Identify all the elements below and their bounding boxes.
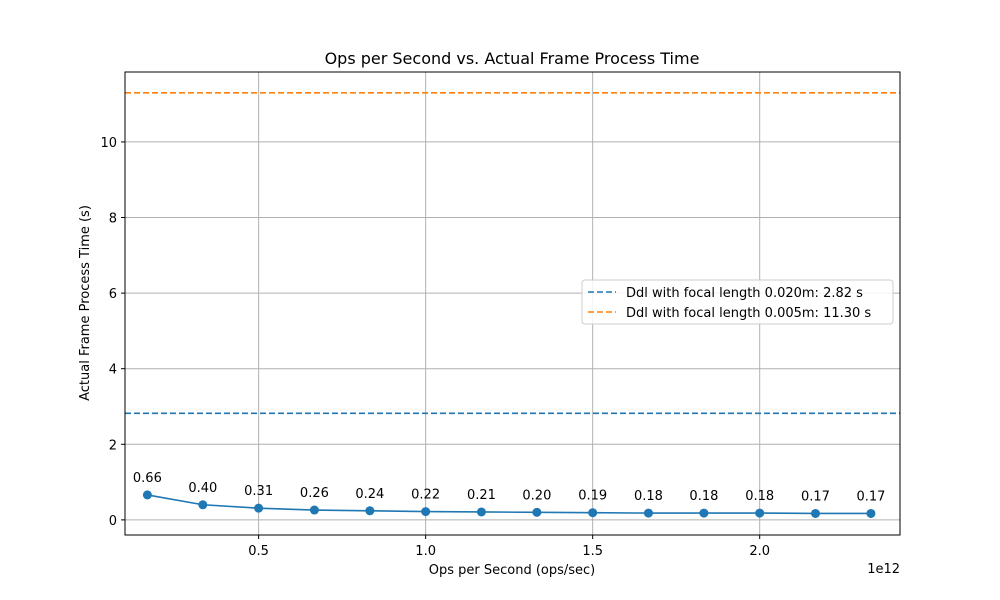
reference-lines [125,91,900,415]
data-label: 0.20 [522,488,551,503]
y-axis-label: Actual Frame Process Time (s) [78,205,93,401]
x-axis-label: Ops per Second (ops/sec) [429,563,596,578]
data-label: 0.31 [244,484,273,499]
data-point [421,507,431,517]
data-label: 0.18 [745,489,774,504]
data-point [476,507,486,517]
chart-title: Ops per Second vs. Actual Frame Process … [325,49,700,68]
data-label: 0.18 [634,489,663,504]
data-point [643,508,653,518]
y-tick-label: 8 [109,212,117,227]
data-point [755,508,765,518]
data-labels: 0.66 0.40 0.31 0.26 0.24 0.22 0.21 0.20 0.19 0.18… [133,471,886,505]
data-label: 0.21 [467,488,496,503]
legend-entry: Ddl with focal length 0.005m: 11.30 s [626,306,871,321]
data-label: 0.17 [856,489,885,504]
data-point [309,505,319,515]
y-tick-label: 0 [109,514,117,529]
data-label: 0.22 [411,488,440,503]
y-tick-label: 4 [109,363,117,378]
y-tick-label: 10 [100,136,117,151]
data-point [588,508,598,518]
series [142,490,876,518]
data-label: 0.66 [133,471,162,486]
data-point [866,508,876,518]
data-label: 0.17 [801,489,830,504]
data-point [810,508,820,518]
y-tick-label: 2 [109,438,117,453]
x-axis-ticks: 0.5 1.0 1.5 2.0 [248,535,770,559]
x-axis-offset-text: 1e12 [867,562,900,577]
data-point [365,506,375,516]
data-label: 0.19 [578,489,607,504]
y-axis-ticks: 0 2 4 6 8 10 [100,136,125,529]
data-point [254,503,264,513]
legend-entry: Ddl with focal length 0.020m: 2.82 s [626,286,863,301]
data-label: 0.24 [355,487,384,502]
plot-frame [124,71,901,536]
data-point [532,507,542,517]
x-tick-label: 0.5 [248,544,269,559]
legend-box [581,279,894,325]
data-point [198,500,208,510]
x-tick-label: 1.5 [582,544,603,559]
data-label: 0.40 [188,481,217,496]
data-point [142,490,152,500]
data-label: 0.26 [300,486,329,501]
series-line-0 [147,494,871,515]
data-label: 0.18 [689,489,718,504]
x-tick-label: 2.0 [749,544,770,559]
y-tick-label: 6 [109,287,117,302]
x-tick-label: 1.0 [415,544,436,559]
data-point [699,508,709,518]
legend: Ddl with focal length 0.020m: 2.82 s Ddl … [581,279,894,325]
